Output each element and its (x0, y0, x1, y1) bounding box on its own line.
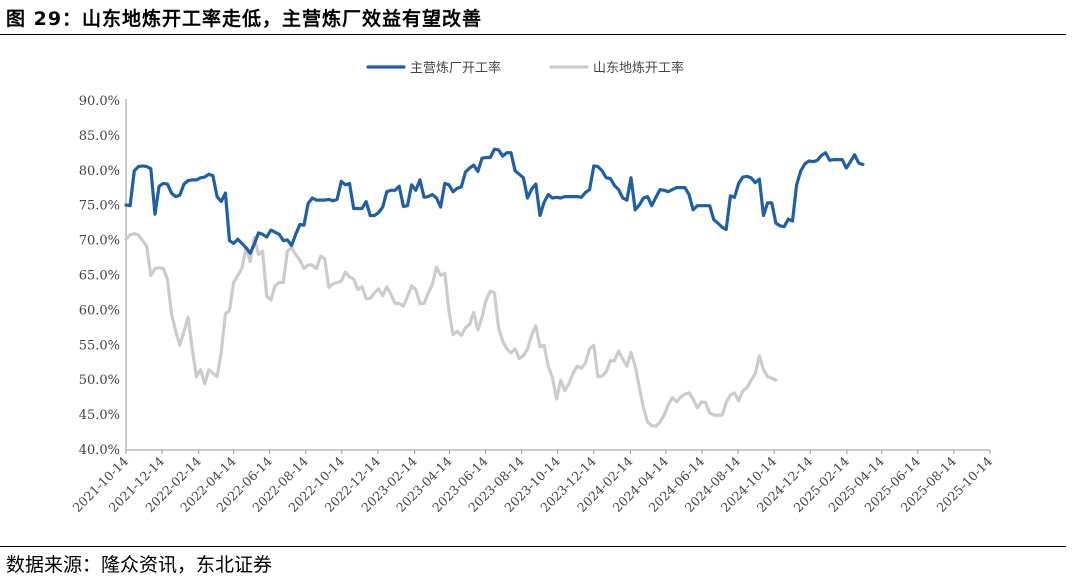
y-tick-label: 75.0% (79, 199, 120, 214)
source-rule (0, 546, 1066, 547)
source-note: 数据来源：隆众资讯，东北证券 (6, 554, 273, 576)
y-axis-ticks: 90.0% 85.0% 80.0% 75.0% 70.0% 65.0% 60.0% 55.0%… (79, 94, 990, 458)
x-axis-ticks: 2021-10-142021-12-142022-02-142022-04-14… (70, 450, 995, 515)
legend-item-shandong-refinery-label: 山东地炼开工率 (593, 60, 684, 76)
series-line-main-refinery (124, 147, 865, 255)
y-tick-label: 70.0% (79, 234, 120, 249)
title-rule (0, 34, 1066, 35)
y-tick-label: 55.0% (79, 338, 120, 353)
y-tick-label: 50.0% (79, 373, 120, 388)
y-tick-label: 80.0% (79, 164, 120, 179)
series-line-shandong-refinery (124, 232, 778, 428)
line-chart: 90.0% 85.0% 80.0% 75.0% 70.0% 65.0% 60.0% 55.0%… (70, 60, 996, 515)
y-tick-label: 60.0% (79, 303, 120, 318)
y-tick-label: 45.0% (79, 408, 120, 423)
y-tick-label: 65.0% (79, 269, 120, 284)
legend: 主营炼厂开工率 山东地炼开工率 (366, 60, 684, 76)
y-tick-label: 40.0% (79, 443, 120, 458)
legend-item-main-refinery-label: 主营炼厂开工率 (410, 60, 501, 76)
y-tick-label: 90.0% (79, 94, 120, 109)
figure-title: 图 29：山东地炼开工率走低，主营炼厂效益有望改善 (6, 8, 483, 30)
series-layer (124, 147, 865, 428)
y-tick-label: 85.0% (79, 129, 120, 144)
